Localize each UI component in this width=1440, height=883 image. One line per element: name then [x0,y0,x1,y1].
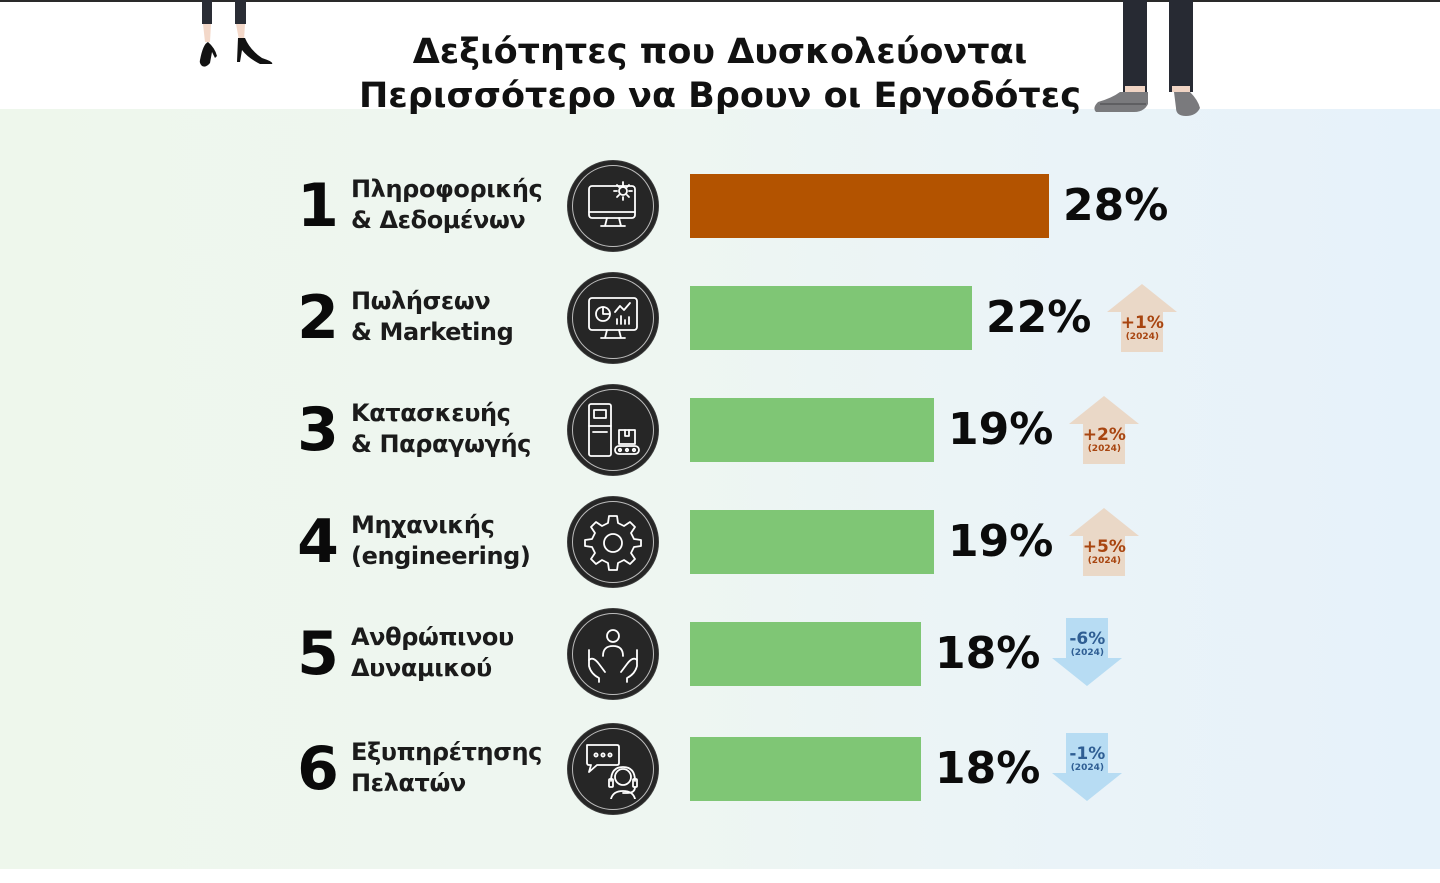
skill-row-5: 5 Ανθρώπινου Δυναμικού 18% -6% (2024) [0,598,1440,710]
value-label: 19% [948,404,1054,455]
rank-number: 6 [297,734,339,804]
change-badge: -1% (2024) [1050,731,1124,803]
value-bar [690,737,921,801]
man-legs-illustration [1094,0,1200,116]
title-line-1: Δεξιότητες που Δυσκολεύονται [412,32,1028,72]
value-label: 18% [935,743,1041,794]
woman-legs-illustration [199,0,273,67]
skill-icon-circle [568,273,658,363]
chart-title: Δεξιότητες που Δυσκολεύονται Περισσότερο… [320,30,1120,118]
rank-number: 2 [297,283,339,353]
skill-label-line-2: Δυναμικού [351,654,492,682]
skill-label-line-1: Πληροφορικής [351,175,543,203]
title-line-2: Περισσότερο να Βρουν οι Εργοδότες [358,76,1081,116]
value-bar [690,174,1049,238]
skill-label: Κατασκευής & Παραγωγής [351,398,566,460]
arrow-up-icon [1107,284,1178,352]
skill-label-line-1: Κατασκευής [351,399,511,427]
change-year: (2024) [1070,648,1104,658]
skill-label-line-1: Μηχανικής [351,511,495,539]
factory-machine-icon [588,403,640,457]
skill-row-6: 6 Εξυπηρέτησης Πελατών 18% [0,713,1440,825]
computer-gear-icon [588,181,636,227]
change-badge: -6% (2024) [1050,616,1124,688]
skill-row-1: 1 Πληροφορικής & Δεδομένων 28% [0,150,1440,262]
skill-label-line-1: Ανθρώπινου [351,623,514,651]
value-bar [690,510,934,574]
value-bar [690,286,972,350]
arrow-up-icon [1069,508,1140,576]
skill-label-line-2: Πελατών [351,769,466,797]
top-border-line [0,0,1440,2]
skill-label-line-1: Πωλήσεων [351,287,491,315]
rank-number: 4 [297,507,339,577]
rank-number: 1 [297,171,339,241]
skill-label-line-2: & Δεδομένων [351,206,526,234]
skill-label: Ανθρώπινου Δυναμικού [351,622,566,684]
person-hands-icon [588,629,638,683]
value-label: 18% [935,628,1041,679]
skill-row-4: 4 Μηχανικής (engineering) 19% +5% (2024) [0,486,1440,598]
skill-row-2: 2 Πωλήσεων & Marketing 22% +1% (2024) [0,262,1440,374]
gear-icon [584,515,642,571]
arrow-down-icon [1052,733,1123,801]
analytics-monitor-icon [588,297,638,339]
change-value: -6% [1069,629,1106,649]
change-year: (2024) [1070,763,1104,773]
skill-icon-circle [568,724,658,814]
skill-label-line-2: & Παραγωγής [351,430,531,458]
rank-number: 5 [297,619,339,689]
change-badge: +2% (2024) [1067,394,1141,466]
skill-label: Πληροφορικής & Δεδομένων [351,174,566,236]
arrow-up-icon [1069,396,1140,464]
headset-chat-icon [586,744,638,799]
skill-icon-circle [568,497,658,587]
skill-label: Εξυπηρέτησης Πελατών [351,737,566,799]
skill-icon-circle [568,161,658,251]
change-value: +2% [1082,425,1126,445]
skill-icon-circle [568,609,658,699]
change-value: +1% [1120,313,1164,333]
skill-label: Μηχανικής (engineering) [351,510,566,572]
bottom-strip [0,869,1440,883]
change-year: (2024) [1125,332,1159,342]
change-badge: +5% (2024) [1067,506,1141,578]
skill-label-line-2: & Marketing [351,318,514,346]
change-value: -1% [1069,744,1106,764]
value-label: 19% [948,516,1054,567]
change-year: (2024) [1087,556,1121,566]
arrow-down-icon [1052,618,1123,686]
value-bar [690,398,934,462]
rank-number: 3 [297,395,339,465]
change-value: +5% [1082,537,1126,557]
skill-row-3: 3 Κατασκευής & Παραγωγής 19% [0,374,1440,486]
skill-label: Πωλήσεων & Marketing [351,286,566,348]
value-label: 28% [1063,180,1169,231]
change-year: (2024) [1087,444,1121,454]
value-bar [690,622,921,686]
skill-icon-circle [568,385,658,475]
change-badge: +1% (2024) [1105,282,1179,354]
skill-label-line-1: Εξυπηρέτησης [351,738,542,766]
value-label: 22% [986,292,1092,343]
skill-label-line-2: (engineering) [351,542,531,570]
